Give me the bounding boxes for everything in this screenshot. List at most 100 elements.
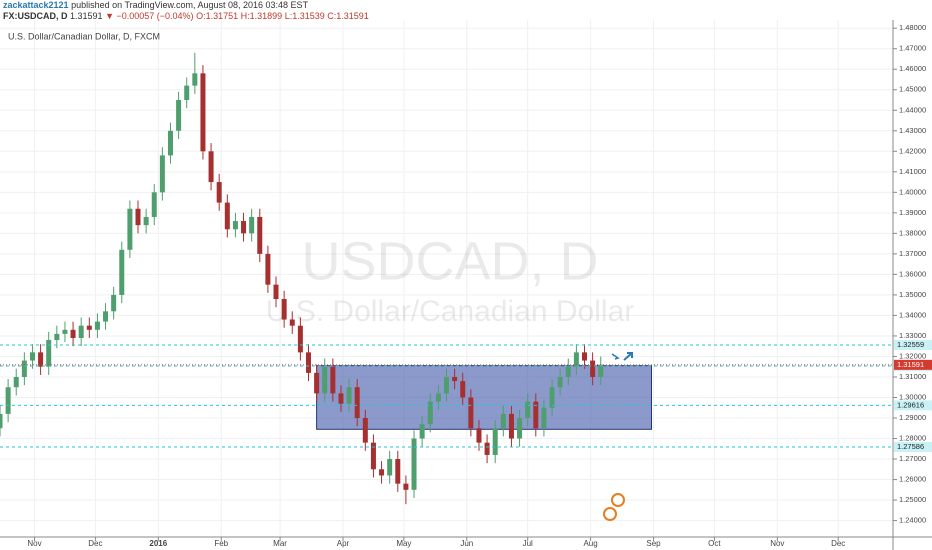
candle-body [216,182,222,203]
x-tick-label: Jul [523,539,533,548]
zone [316,365,652,430]
candle-body [0,413,3,429]
y-tick-label: 1.24000 [899,516,926,525]
candle-body [167,130,173,156]
candle-body [297,325,303,353]
published: published on TradingView.com, August 08,… [68,0,309,10]
arrow-icon [611,353,620,360]
low: L:1.31539 [284,11,325,21]
y-tick-label: 1.36000 [899,269,926,278]
candle-body [452,376,458,382]
last-price-bg [894,359,932,370]
candle-body [484,442,490,455]
candle-body [435,393,441,402]
y-tick-label: 1.38000 [899,228,926,237]
y-tick-label: 1.45000 [899,85,926,94]
candle-body [590,360,596,377]
level-label-bg [894,339,932,350]
candle-body [127,208,133,250]
publish-line: zackattack2121 published on TradingView.… [3,0,369,11]
candle-body [468,397,474,429]
y-tick-label: 1.28000 [899,434,926,443]
candle-body [379,469,385,476]
x-tick-label: Sep [646,539,661,548]
x-tick-label: Nov [27,539,41,548]
watermark-sub: U.S. Dollar/Canadian Dollar [266,295,635,328]
chart-title: U.S. Dollar/Canadian Dollar, D, FXCM [8,31,160,41]
x-tick-label: Feb [214,539,228,548]
change: ▼ −0.00057 (−0.04%) [105,11,194,21]
grid [0,20,893,537]
candle-body [159,155,165,193]
candle-body [151,192,157,217]
candle-body [533,401,539,429]
candle-body [330,366,336,394]
y-tick-label: 1.30000 [899,392,926,401]
candle-body [508,413,514,439]
candle-body [62,329,68,334]
candle-body [411,438,417,490]
x-tick-label: Dec [88,539,102,548]
x-tick-label: Dec [831,539,845,548]
y-tick-label: 1.46000 [899,64,926,73]
y-tick-label: 1.43000 [899,126,926,135]
y-tick-label: 1.33000 [899,331,926,340]
y-tick-label: 1.48000 [899,23,926,32]
candle-body [249,216,255,234]
candle-body [525,401,531,419]
candle-body [111,294,117,312]
header: zackattack2121 published on TradingView.… [3,0,369,22]
x-tick-label: Oct [708,539,721,548]
level-label: 1.29616 [897,400,924,409]
candle-body [557,376,563,388]
candle-body [29,352,35,361]
candle-body [427,401,433,425]
candle-body [582,352,588,361]
level-label: 1.32559 [897,340,924,349]
y-tick-label: 1.37000 [899,249,926,258]
candle-body [13,376,19,388]
candle-body [346,387,352,404]
candle-body [176,100,182,131]
x-tick-label: 2016 [149,539,167,548]
candle-body [370,442,376,470]
high: H:1.31899 [240,11,283,21]
y-tick-label: 1.35000 [899,290,926,299]
candle-body [86,325,92,330]
candle-body [143,216,149,226]
candle-body [492,428,498,455]
candle-body [265,253,271,285]
y-tick-label: 1.27000 [899,454,926,463]
candle-body [38,352,44,367]
candle-body [354,387,360,419]
x-tick-label: Apr [337,539,350,548]
y-tick-label: 1.26000 [899,475,926,484]
y-tick-label: 1.47000 [899,44,926,53]
candle-body [314,372,320,394]
candle-body [103,311,109,322]
y-tick-label: 1.40000 [899,187,926,196]
candle-body [338,393,344,404]
close: C:1.31591 [327,11,369,21]
x-tick-label: Jun [460,539,473,548]
candle-body [224,202,230,230]
candle-body [94,321,100,330]
candle-body [362,418,368,443]
candle-body [232,221,238,230]
candle-body [119,249,125,295]
candle-body [598,364,604,377]
candle-body [200,73,206,152]
y-tick-label: 1.39000 [899,208,926,217]
x-tick-label: Mar [273,539,287,548]
arrow-icon [623,352,633,361]
candle-body [289,319,295,326]
y-tick-label: 1.31000 [899,372,926,381]
level-label-bg [894,442,932,453]
candle-body [78,325,84,338]
candle-body [444,376,449,394]
y-tick-label: 1.32000 [899,351,926,360]
event-icon [603,507,617,521]
y-tick-label: 1.25000 [899,495,926,504]
